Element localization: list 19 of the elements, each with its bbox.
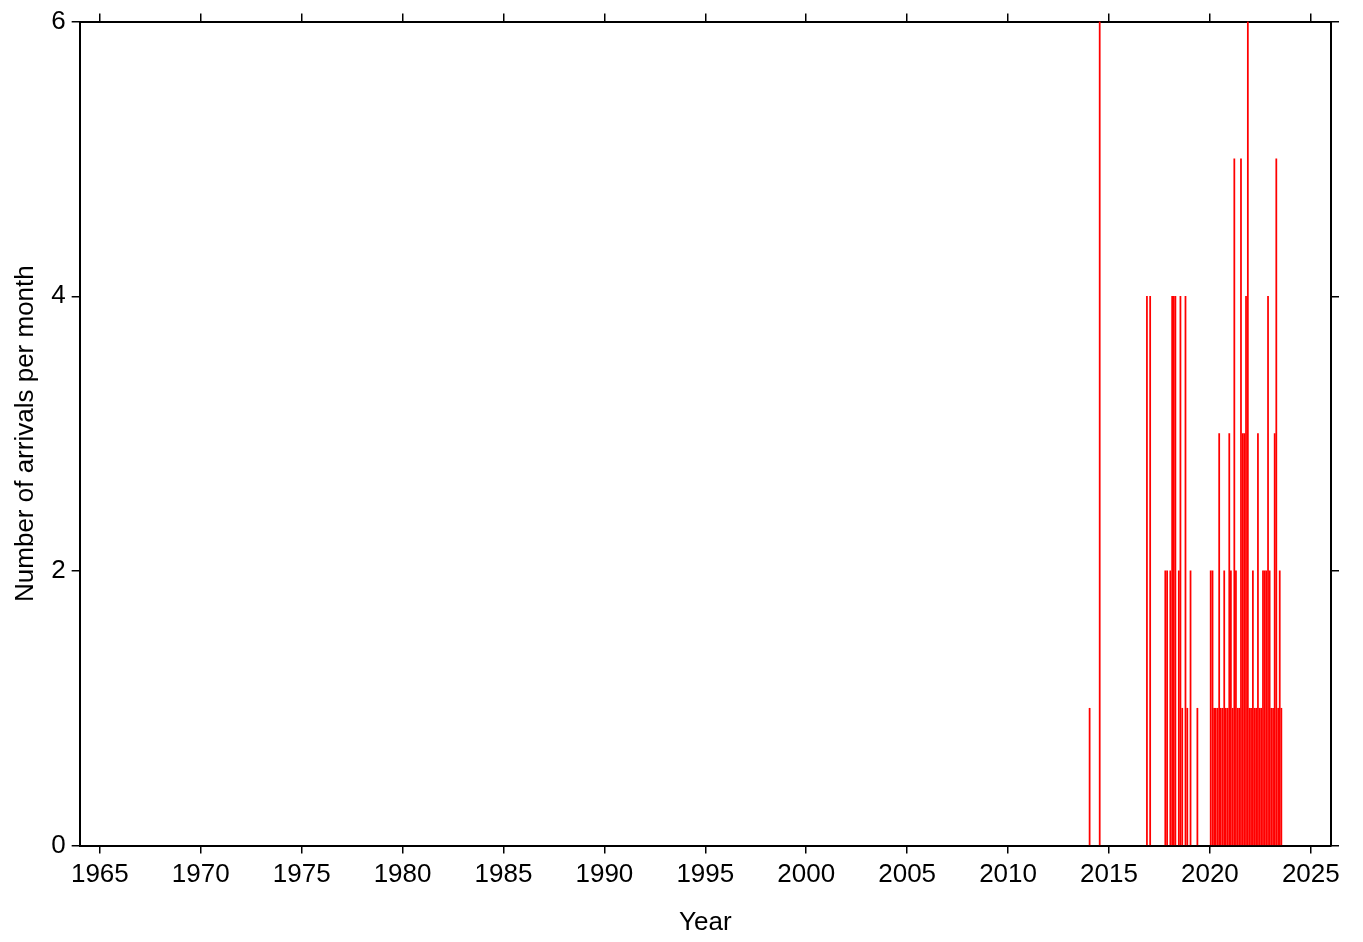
x-tick-label: 2005 [878,858,937,889]
x-tick-label: 1980 [373,858,432,889]
x-tick-label: 2000 [777,858,836,889]
x-tick-label: 1970 [171,858,230,889]
y-tick-label: 6 [51,4,66,35]
y-axis-title: Number of arrivals per month [8,265,39,602]
x-tick-label: 2010 [979,858,1037,889]
x-tick-label: 2025 [1281,858,1340,889]
x-tick-label: 1985 [474,858,533,889]
x-tick-label: 2015 [1080,858,1138,889]
x-tick-label: 1965 [70,858,129,889]
x-axis-title: Year [679,905,732,936]
x-tick-label: 1975 [272,858,331,889]
y-tick-label: 0 [51,828,66,859]
x-tick-label: 1995 [676,858,735,889]
x-tick-label: 2020 [1180,858,1239,889]
y-tick-label: 4 [51,279,66,310]
x-tick-label: 1990 [575,858,634,889]
y-tick-label: 2 [51,554,66,585]
